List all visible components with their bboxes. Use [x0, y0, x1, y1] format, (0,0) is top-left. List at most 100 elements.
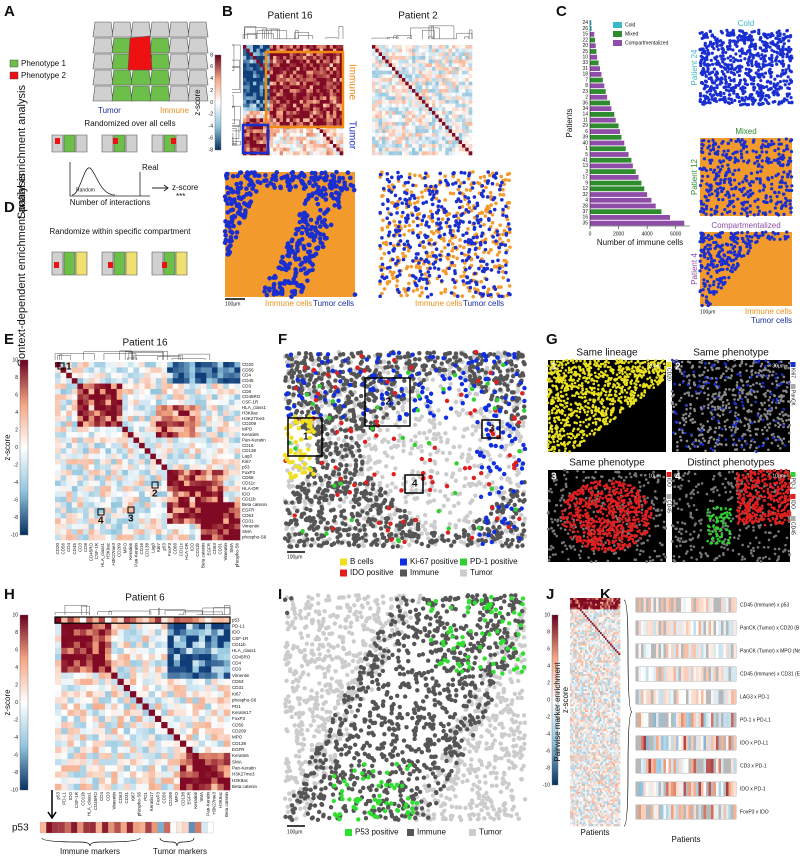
heatmap-cell — [395, 133, 399, 137]
cell — [501, 192, 506, 197]
heatmap-cell — [422, 96, 426, 101]
heatmap-cell — [438, 52, 443, 57]
heatmap-cell — [375, 67, 379, 71]
cell — [404, 266, 409, 271]
heatmap-cell — [167, 383, 174, 390]
cell — [467, 205, 472, 210]
cell — [782, 97, 787, 101]
heatmap-cell — [445, 96, 449, 101]
cell — [779, 185, 783, 189]
heatmap-cell — [319, 147, 324, 152]
heatmap-cell — [276, 89, 280, 93]
bar — [590, 26, 592, 31]
cell — [488, 190, 493, 195]
heatmap-cell — [234, 367, 241, 374]
heatmap-cell — [266, 63, 270, 68]
heatmap-cell — [418, 122, 423, 126]
cell — [398, 233, 402, 238]
heatmap-cell — [336, 140, 340, 145]
cell — [411, 259, 415, 263]
cell — [287, 187, 292, 193]
cell — [437, 199, 441, 203]
bar — [590, 31, 595, 37]
y-tick-label: 6 — [585, 129, 588, 135]
cell — [478, 291, 483, 296]
heatmap-cell — [408, 96, 413, 101]
cell — [303, 255, 309, 261]
heatmap-cell — [273, 140, 277, 145]
cell — [407, 200, 412, 205]
heatmap-cell — [388, 107, 393, 112]
cell — [491, 240, 495, 244]
cell-shape — [149, 69, 171, 86]
cell — [706, 146, 710, 150]
cell — [469, 208, 474, 213]
cell — [781, 59, 785, 63]
cell-shape — [63, 251, 76, 276]
heatmap-cell — [398, 136, 403, 141]
heatmap-cell — [234, 421, 241, 428]
heatmap-cell — [442, 136, 446, 141]
cell — [315, 177, 321, 182]
heatmap-cell — [243, 78, 247, 82]
heatmap-cell — [435, 140, 439, 145]
heatmap-cell — [323, 118, 327, 123]
cell — [721, 54, 725, 58]
heatmap — [55, 362, 241, 541]
cell — [494, 201, 498, 206]
heatmap-cell — [293, 45, 297, 49]
heatmap-cell — [418, 144, 423, 148]
heatmap-cell — [408, 45, 413, 49]
heatmap-cell — [395, 111, 399, 115]
cell — [315, 201, 321, 207]
heatmap-cell — [392, 78, 396, 82]
cell — [424, 200, 429, 204]
heatmap-cell — [455, 89, 459, 93]
cell — [419, 285, 424, 290]
cell — [387, 250, 391, 255]
cell — [787, 64, 791, 68]
cell — [231, 213, 237, 219]
heatmap-cell — [150, 426, 157, 433]
heatmap-cell — [167, 394, 174, 401]
heatmap-cell — [408, 107, 413, 112]
heatmap-cell — [462, 133, 466, 137]
heatmap-cell — [319, 52, 324, 57]
cell — [710, 34, 714, 38]
heatmap-cell — [395, 81, 399, 86]
cell — [754, 240, 758, 244]
cell — [785, 230, 789, 234]
heatmap-cell — [415, 92, 419, 97]
heatmap-cell — [309, 114, 314, 119]
heatmap-cell — [217, 394, 224, 401]
heatmap-cell — [306, 100, 310, 104]
x-axis-label: Number of immune cells — [597, 238, 683, 247]
heatmap-cell — [402, 100, 406, 104]
bar — [590, 54, 598, 60]
cell — [789, 175, 794, 179]
heatmap-cell — [99, 388, 106, 395]
cell — [756, 212, 760, 216]
cell — [500, 197, 504, 202]
heatmap-cell — [228, 367, 235, 374]
cell — [424, 223, 428, 227]
heatmap-cell — [127, 415, 134, 422]
heatmap-cell — [296, 92, 300, 97]
heatmap-cell — [435, 136, 439, 141]
heatmap-cell — [299, 78, 304, 82]
cell — [467, 255, 471, 259]
cell — [475, 218, 480, 222]
cell — [504, 263, 508, 267]
heatmap-cell — [333, 56, 337, 60]
cell — [507, 178, 511, 183]
heatmap-cell — [127, 410, 134, 417]
cell — [752, 138, 756, 142]
cell-shape — [92, 85, 114, 102]
cell — [502, 228, 507, 233]
heatmap-cell — [398, 114, 403, 119]
cell — [700, 179, 704, 183]
heatmap-cell — [458, 74, 463, 79]
cell — [723, 177, 727, 181]
heatmap-cell — [206, 394, 213, 401]
heatmap-cell — [323, 56, 327, 60]
